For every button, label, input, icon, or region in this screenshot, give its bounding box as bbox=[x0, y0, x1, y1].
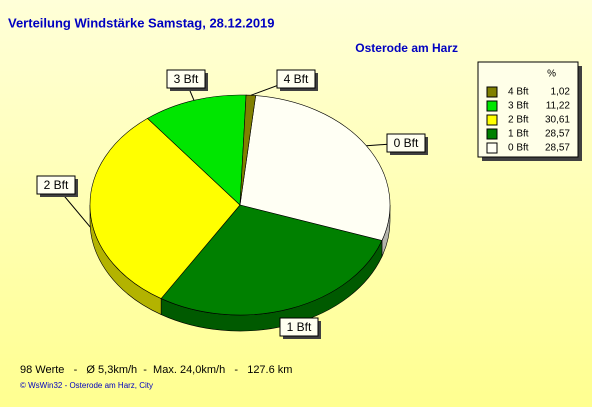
slice-label: 0 Bft bbox=[394, 136, 419, 150]
legend-value: 28,57 bbox=[545, 143, 570, 154]
legend-value: 30,61 bbox=[545, 115, 570, 126]
slice-label: 1 Bft bbox=[287, 320, 312, 334]
legend-label: 2 Bft bbox=[508, 115, 529, 126]
pie-slice bbox=[160, 204, 383, 316]
slice-label: 2 Bft bbox=[44, 178, 69, 192]
pie-slice bbox=[89, 118, 241, 299]
legend-unit: % bbox=[547, 69, 556, 80]
legend-swatch bbox=[486, 100, 498, 112]
label-box bbox=[166, 69, 206, 89]
label-box bbox=[36, 175, 76, 195]
legend-swatch bbox=[486, 114, 498, 126]
pie-slice bbox=[239, 94, 257, 206]
slice-label: 3 Bft bbox=[174, 72, 199, 86]
label-box bbox=[386, 133, 426, 153]
chart-subtitle: Osterode am Harz bbox=[355, 41, 458, 55]
legend-value: 28,57 bbox=[545, 129, 570, 140]
credit: © WsWin32 - Osterode am Harz, City bbox=[20, 381, 153, 390]
slice-label: 4 Bft bbox=[284, 72, 309, 86]
legend-swatch bbox=[486, 142, 498, 154]
legend-value: 1,02 bbox=[551, 87, 571, 98]
label-box bbox=[279, 317, 319, 337]
chart-title: Verteilung Windstärke Samstag, 28.12.201… bbox=[8, 15, 275, 30]
legend-label: 0 Bft bbox=[508, 143, 529, 154]
footer: 98 Werte - Ø 5,3km/h - Max. 24,0km/h - 1… bbox=[20, 364, 292, 376]
pie-slice bbox=[147, 94, 247, 206]
pie-slice bbox=[239, 95, 391, 241]
label-box bbox=[276, 69, 316, 89]
legend-swatch bbox=[486, 128, 498, 140]
legend-label: 4 Bft bbox=[508, 87, 529, 98]
legend-value: 11,22 bbox=[546, 101, 571, 112]
legend-swatch bbox=[486, 86, 498, 98]
legend-label: 3 Bft bbox=[508, 101, 529, 112]
legend-label: 1 Bft bbox=[508, 129, 529, 140]
